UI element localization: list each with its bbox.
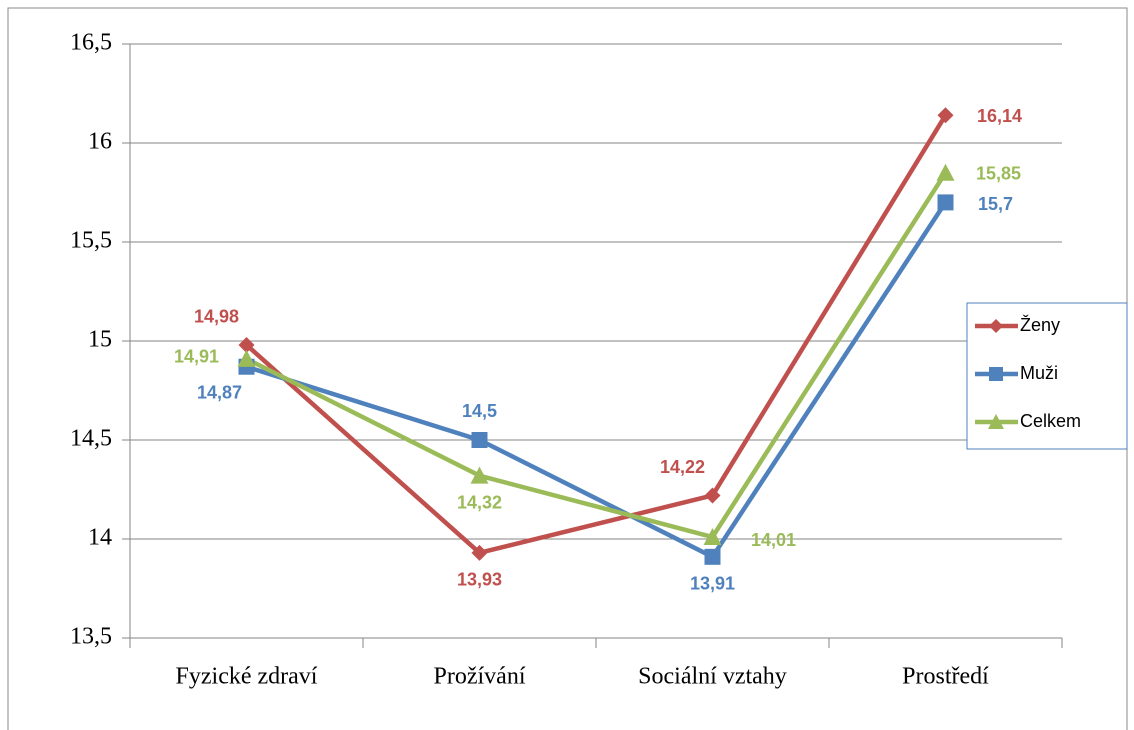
data-label: 15,85 (976, 163, 1021, 183)
y-tick-label: 16,5 (70, 30, 112, 56)
data-label: 14,98 (194, 307, 239, 327)
marker (237, 349, 256, 367)
y-tick-label: 14,5 (70, 426, 112, 452)
series-line (245, 201, 948, 560)
marker (470, 466, 489, 484)
marker (937, 194, 954, 211)
data-label: 13,91 (690, 574, 735, 594)
data-label: 16,14 (977, 106, 1022, 126)
marker (988, 414, 1004, 429)
marker (704, 487, 721, 504)
y-tick-label: 15 (88, 327, 112, 353)
data-label: 14,01 (751, 530, 796, 550)
data-label: 14,5 (462, 401, 497, 421)
legend: Ženy Muži Celkem (966, 302, 1128, 450)
x-tick-label: Sociální vztahy (638, 664, 787, 690)
data-label: 15,7 (978, 194, 1013, 214)
y-tick-label: 14 (88, 525, 112, 551)
marker (936, 163, 955, 181)
data-label: 14,91 (174, 347, 219, 367)
marker (471, 544, 488, 561)
marker (989, 319, 1003, 333)
marker (238, 336, 255, 353)
x-tick-label: Fyzické zdraví (176, 664, 318, 690)
marker (703, 528, 722, 546)
data-label: 14,87 (197, 382, 242, 402)
data-label: 14,32 (457, 492, 502, 512)
series-line (245, 171, 948, 540)
data-label: 13,93 (457, 570, 502, 590)
x-tick-label: Prostředí (902, 664, 989, 690)
x-tick-label: Prožívání (434, 664, 526, 690)
y-tick-label: 15,5 (70, 228, 112, 254)
y-tick-label: 16 (88, 129, 112, 155)
series-line (245, 114, 948, 556)
marker (989, 367, 1003, 381)
legend-label: Ženy (1020, 315, 1060, 335)
data-label: 14,22 (660, 457, 705, 477)
marker (471, 432, 488, 448)
chart-frame (7, 7, 1128, 730)
legend-label: Celkem (1020, 411, 1081, 431)
marker (704, 548, 721, 565)
y-tick-label: 13,5 (70, 624, 112, 650)
marker (937, 107, 954, 124)
legend-label: Muži (1020, 363, 1058, 383)
